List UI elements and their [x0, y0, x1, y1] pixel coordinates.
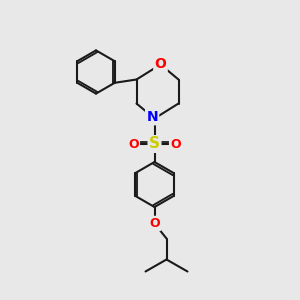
Text: O: O [149, 217, 160, 230]
Text: O: O [170, 137, 181, 151]
Text: S: S [149, 136, 160, 152]
Text: O: O [154, 58, 166, 71]
Text: O: O [128, 137, 139, 151]
Text: N: N [146, 110, 158, 124]
